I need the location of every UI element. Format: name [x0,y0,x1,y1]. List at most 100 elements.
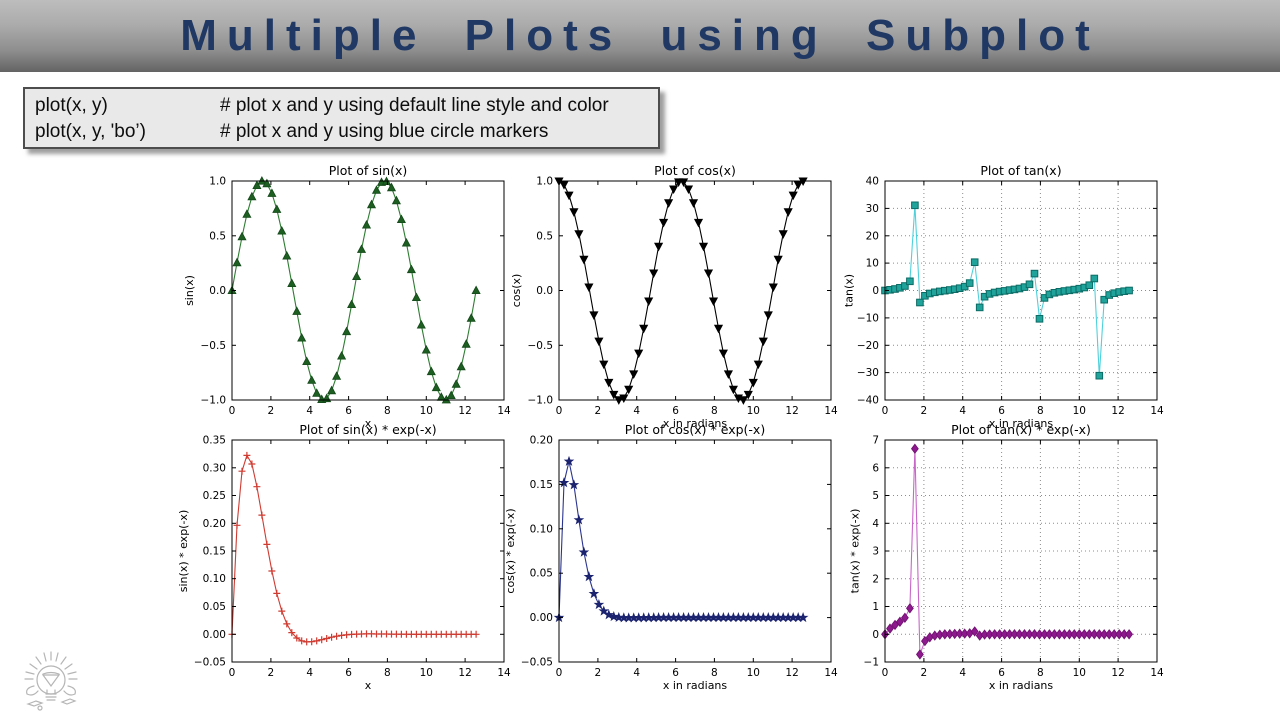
code-snippet: plot(x, y, 'bo’) [35,121,146,142]
svg-text:cos(x): cos(x) [510,274,523,308]
svg-text:2: 2 [921,405,928,417]
code-line: plot(x, y, 'bo’) # plot x and y using bl… [35,119,658,145]
svg-text:0.00: 0.00 [530,612,553,624]
svg-text:4: 4 [959,667,966,679]
lightbulb-logo [24,651,78,711]
svg-text:Plot of tan(x) * exp(-x): Plot of tan(x) * exp(-x) [951,422,1091,437]
svg-text:−1.0: −1.0 [201,395,227,407]
svg-text:40: 40 [866,176,879,188]
svg-text:6: 6 [345,405,352,417]
svg-text:1.0: 1.0 [209,176,226,188]
svg-text:0: 0 [882,405,889,417]
slide-title: Multiple Plots using Subplot [180,11,1100,60]
svg-text:4: 4 [959,405,966,417]
svg-text:14: 14 [497,667,511,679]
svg-text:sin(x): sin(x) [183,275,196,306]
svg-text:10: 10 [747,667,760,679]
svg-text:0: 0 [229,405,236,417]
svg-text:10: 10 [1073,667,1086,679]
subplot-sin-exp: 0 2 4 6 8 10 12 14 −0.05 0.00 0.05 0.10 0.15 0.20 0.25… [177,422,511,692]
svg-text:8: 8 [384,667,391,679]
svg-text:6: 6 [998,667,1005,679]
svg-text:−1: −1 [864,657,879,669]
svg-text:14: 14 [497,405,511,417]
svg-text:4: 4 [633,405,640,417]
svg-text:14: 14 [824,405,838,417]
svg-text:−30: −30 [857,367,879,379]
svg-text:2: 2 [268,667,275,679]
svg-text:0.15: 0.15 [203,546,226,558]
svg-text:0: 0 [872,285,879,297]
svg-text:6: 6 [672,405,679,417]
svg-text:8: 8 [711,667,718,679]
subplot-tan: 0 2 4 6 8 10 12 14 −40 −30 −20 −10 0 10 20 30 40 Plot of … [842,163,1164,430]
svg-text:8: 8 [1037,667,1044,679]
svg-text:0.0: 0.0 [536,285,553,297]
slide-header: Multiple Plots using Subplot [0,0,1280,72]
svg-text:6: 6 [672,667,679,679]
svg-text:4: 4 [306,667,313,679]
svg-text:x in radians: x in radians [989,679,1054,692]
svg-text:14: 14 [1150,667,1164,679]
svg-text:0.10: 0.10 [203,573,226,585]
svg-text:8: 8 [1037,405,1044,417]
svg-text:0.20: 0.20 [530,435,553,447]
svg-text:0: 0 [872,629,879,641]
svg-text:x: x [365,417,372,430]
svg-text:0.25: 0.25 [203,490,226,502]
svg-text:−20: −20 [857,340,879,352]
subplot-cos: 0 2 4 6 8 10 12 14 −1.0 −0.5 0.0 0.5 1.0 Plot of cos(… [510,163,838,430]
svg-text:x in radians: x in radians [663,679,728,692]
svg-text:4: 4 [306,405,313,417]
svg-text:3: 3 [872,546,879,558]
svg-text:Plot of cos(x): Plot of cos(x) [654,163,736,178]
svg-text:−0.05: −0.05 [194,657,226,669]
svg-text:1: 1 [872,601,879,613]
svg-text:8: 8 [384,405,391,417]
code-comment: # plot x and y using default line style … [220,95,609,116]
svg-text:20: 20 [866,230,879,242]
svg-text:0: 0 [556,667,563,679]
svg-text:14: 14 [1150,405,1164,417]
svg-text:8: 8 [711,405,718,417]
code-box: plot(x, y) # plot x and y using default … [23,87,660,149]
svg-text:−10: −10 [857,312,879,324]
svg-text:−1.0: −1.0 [528,395,554,407]
svg-text:0.10: 0.10 [530,523,553,535]
svg-text:x in radians: x in radians [989,417,1054,430]
svg-text:0.00: 0.00 [203,629,226,641]
svg-text:10: 10 [747,405,760,417]
svg-text:0: 0 [556,405,563,417]
svg-text:30: 30 [866,203,879,215]
svg-text:6: 6 [998,405,1005,417]
svg-text:2: 2 [872,573,879,585]
svg-text:1.0: 1.0 [536,176,553,188]
svg-text:0.20: 0.20 [203,518,226,530]
code-line: plot(x, y) # plot x and y using default … [35,93,658,119]
svg-text:x in radians: x in radians [663,417,728,430]
svg-text:0.05: 0.05 [203,601,226,613]
svg-text:2: 2 [595,667,602,679]
svg-text:−0.5: −0.5 [201,340,227,352]
svg-text:5: 5 [872,490,879,502]
svg-text:12: 12 [785,667,798,679]
subplot-cos-exp: 0 2 4 6 8 10 12 14 −0.05 0.00 0.05 0.10 0.15 0.20 Plot… [504,422,838,692]
svg-text:Plot of tan(x): Plot of tan(x) [980,163,1061,178]
svg-text:0.5: 0.5 [209,230,226,242]
svg-text:10: 10 [420,405,433,417]
svg-text:2: 2 [595,405,602,417]
svg-text:−0.5: −0.5 [528,340,554,352]
svg-text:2: 2 [268,405,275,417]
svg-text:0.30: 0.30 [203,462,226,474]
svg-text:−40: −40 [857,395,879,407]
svg-text:0.15: 0.15 [530,479,553,491]
svg-text:0: 0 [229,667,236,679]
svg-text:0.0: 0.0 [209,285,226,297]
svg-text:0.35: 0.35 [203,435,226,447]
svg-text:10: 10 [1073,405,1086,417]
svg-text:12: 12 [1111,405,1124,417]
svg-text:cos(x) * exp(-x): cos(x) * exp(-x) [504,508,517,593]
code-comment: # plot x and y using blue circle markers [220,121,549,142]
subplot-sin: 0 2 4 6 8 10 12 14 −1.0 −0.5 0.0 0.5 1.0 Plot of sin(… [183,163,511,430]
